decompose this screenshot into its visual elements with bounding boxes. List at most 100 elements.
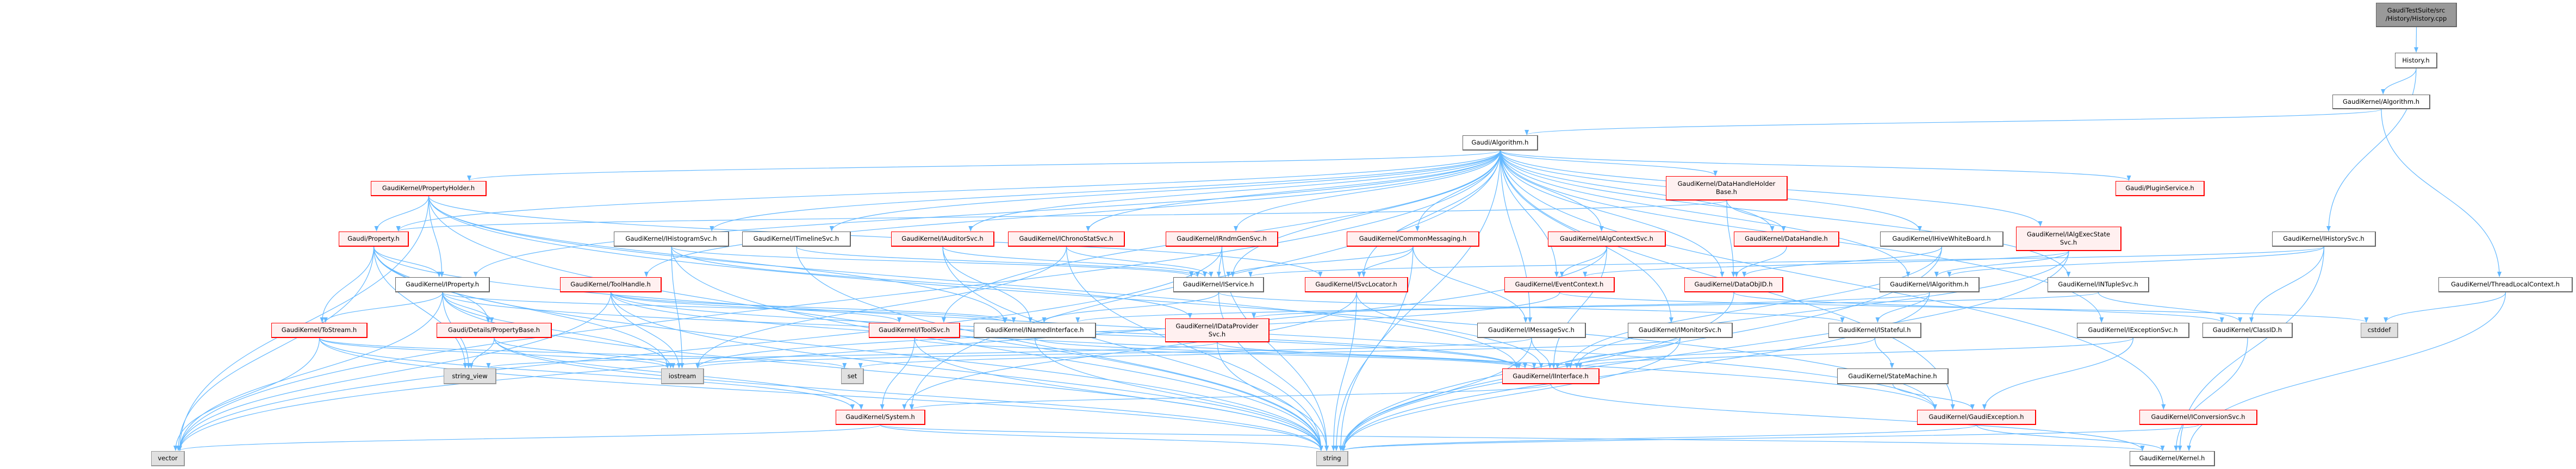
graph-node-iauditorsvc[interactable]: GaudiKernel/IAuditorSvc.h bbox=[891, 232, 994, 247]
edge-g_algorithm-to-ihistogramsvc bbox=[710, 150, 1501, 232]
edge-gaudiexception-to-string bbox=[1341, 424, 1977, 451]
edge-g_algorithm-to-pluginservice bbox=[1499, 150, 2131, 181]
edge-eventcontext-to-cstddef bbox=[1559, 292, 2368, 323]
edge-iexceptionsvc-to-gaudiexception bbox=[1982, 337, 2134, 410]
edge-ialgexecstatesvc-to-ialgorithm bbox=[1934, 251, 2069, 277]
edge-property-to-vector bbox=[176, 246, 375, 451]
edge-propertyholder-to-iinterface bbox=[428, 196, 1519, 368]
edge-g_algorithm-to-ichronostatsvc bbox=[1086, 150, 1501, 232]
edge-iauditorsvc-to-iservice bbox=[942, 246, 1207, 277]
graph-node-idataprovidersvc[interactable]: GaudiKernel/IDataProvider Svc.h bbox=[1165, 318, 1270, 342]
graph-node-g-algorithm[interactable]: Gaudi/Algorithm.h bbox=[1463, 135, 1538, 151]
edge-dataobjid-to-classid bbox=[1733, 292, 2224, 323]
edge-property-to-iproperty bbox=[373, 246, 441, 277]
graph-node-imonitorsvc[interactable]: GaudiKernel/IMonitorSvc.h bbox=[1628, 323, 1733, 338]
edge-datahandle-to-dataobjid bbox=[1734, 246, 1787, 277]
graph-node-ialgorithm[interactable]: GaudiKernel/IAlgorithm.h bbox=[1880, 277, 1980, 292]
graph-node-irndmgensvc[interactable]: GaudiKernel/IRndmGenSvc.h bbox=[1166, 232, 1278, 247]
graph-node-gaudiexception[interactable]: GaudiKernel/GaudiException.h bbox=[1917, 410, 2036, 425]
edge-classid-to-kernel bbox=[2174, 337, 2248, 451]
edge-system-to-string bbox=[880, 424, 1323, 451]
edge-ialgorithm-to-istateful bbox=[1875, 292, 1930, 323]
edge-g_algorithm-to-dataobjid bbox=[1499, 150, 1725, 277]
edge-ihistogramsvc-to-string bbox=[671, 246, 1323, 451]
graph-node-istateful[interactable]: GaudiKernel/IStateful.h bbox=[1828, 323, 1921, 338]
edge-propertybase-to-string_view bbox=[469, 337, 495, 368]
edge-g_algorithm-to-isvclocator bbox=[1361, 150, 1501, 277]
edge-iproperty-to-iostream bbox=[442, 292, 673, 368]
graph-node-gk-algorithm[interactable]: GaudiKernel/Algorithm.h bbox=[2332, 95, 2430, 109]
graph-node-kernel[interactable]: GaudiKernel/Kernel.h bbox=[2130, 451, 2215, 466]
graph-node-imessagesvc[interactable]: GaudiKernel/IMessageSvc.h bbox=[1477, 323, 1586, 338]
edge-propertybase-to-iostream bbox=[494, 337, 676, 368]
edge-commonmessaging-to-string bbox=[1334, 246, 1414, 451]
graph-node-commonmessaging[interactable]: GaudiKernel/CommonMessaging.h bbox=[1347, 232, 1479, 247]
edge-propertyholder-to-inamedinterface bbox=[428, 196, 1007, 323]
edge-ihistogramsvc-to-iservice bbox=[671, 246, 1193, 277]
edge-iproperty-to-inamedinterface bbox=[442, 292, 1007, 323]
graph-node-cstddef: cstddef bbox=[2361, 323, 2398, 338]
graph-node-root[interactable]: GaudiTestSuite/src /History/History.cpp bbox=[2376, 3, 2457, 27]
graph-node-ihistorysvc[interactable]: GaudiKernel/IHistorySvc.h bbox=[2272, 232, 2376, 247]
graph-node-classid[interactable]: GaudiKernel/ClassID.h bbox=[2202, 323, 2293, 338]
edge-propertybase-to-string bbox=[494, 337, 1323, 451]
graph-node-intuplesvc[interactable]: GaudiKernel/INTupleSvc.h bbox=[2048, 277, 2149, 292]
graph-node-history-h[interactable]: History.h bbox=[2395, 53, 2437, 68]
edge-g_algorithm-to-iconversionsvc bbox=[1499, 150, 2166, 410]
graph-node-itoolsvc[interactable]: GaudiKernel/IToolSvc.h bbox=[869, 323, 960, 338]
edge-g_algorithm-to-itimelinesvc bbox=[829, 150, 1501, 232]
edge-tostream-to-iostream bbox=[319, 337, 670, 368]
edge-ihivewhiteboard-to-iinterface bbox=[1568, 246, 1943, 368]
edge-g_algorithm-to-property bbox=[396, 150, 1501, 232]
edge-statemachine-to-gaudiexception bbox=[1892, 384, 1975, 410]
edge-g_algorithm-to-propertyholder bbox=[467, 150, 1501, 181]
edge-idataprovidersvc-to-string bbox=[1217, 342, 1329, 451]
edge-system-to-kernel bbox=[880, 424, 2144, 451]
graph-node-iexceptionsvc[interactable]: GaudiKernel/IExceptionSvc.h bbox=[2077, 323, 2189, 338]
graph-node-ialgcontextsvc[interactable]: GaudiKernel/IAlgContextSvc.h bbox=[1548, 232, 1666, 247]
edge-imonitorsvc-to-string bbox=[1341, 337, 1681, 451]
graph-node-dhhb[interactable]: GaudiKernel/DataHandleHolder Base.h bbox=[1666, 176, 1788, 201]
graph-node-system[interactable]: GaudiKernel/System.h bbox=[836, 410, 925, 425]
edge-isvclocator-to-string bbox=[1331, 292, 1357, 451]
graph-node-inamedinterface[interactable]: GaudiKernel/INamedInterface.h bbox=[974, 323, 1096, 338]
edge-dhhb-to-property bbox=[396, 200, 1727, 232]
edge-commonmessaging-to-imessagesvc bbox=[1413, 246, 1528, 323]
edge-propertyholder-to-isvclocator bbox=[428, 196, 1323, 277]
edge-irndmgensvc-to-vector bbox=[177, 246, 1223, 451]
edge-system-to-vector bbox=[178, 424, 881, 451]
edge-g_algorithm-to-ialgorithm bbox=[1499, 150, 1911, 277]
graph-node-ihivewhiteboard[interactable]: GaudiKernel/IHiveWhiteBoard.h bbox=[1880, 232, 2003, 247]
graph-node-ihistogramsvc[interactable]: GaudiKernel/IHistogramSvc.h bbox=[614, 232, 729, 247]
graph-node-property[interactable]: Gaudi/Property.h bbox=[339, 232, 409, 247]
graph-node-toolhandle[interactable]: GaudiKernel/ToolHandle.h bbox=[560, 277, 662, 292]
graph-node-ichronostatsvc[interactable]: GaudiKernel/IChronoStatSvc.h bbox=[1008, 232, 1125, 247]
graph-node-propertybase[interactable]: Gaudi/Details/PropertyBase.h bbox=[437, 323, 552, 338]
graph-node-tostream[interactable]: GaudiKernel/ToStream.h bbox=[271, 323, 368, 338]
graph-node-eventcontext[interactable]: GaudiKernel/EventContext.h bbox=[1504, 277, 1615, 292]
edge-history_h-to-ihistorysvc bbox=[2326, 68, 2417, 232]
edge-propertyholder-to-property bbox=[374, 196, 430, 232]
graph-node-iconversionsvc[interactable]: GaudiKernel/IConversionSvc.h bbox=[2139, 410, 2257, 425]
graph-node-iinterface[interactable]: GaudiKernel/IInterface.h bbox=[1502, 368, 1600, 384]
graph-node-itimelinesvc[interactable]: GaudiKernel/ITimelineSvc.h bbox=[742, 232, 851, 247]
graph-node-statemachine[interactable]: GaudiKernel/StateMachine.h bbox=[1837, 368, 1949, 384]
graph-node-threadlocalcontext[interactable]: GaudiKernel/ThreadLocalContext.h bbox=[2438, 277, 2573, 292]
edge-tostream-to-system bbox=[319, 337, 855, 410]
graph-node-pluginservice[interactable]: Gaudi/PluginService.h bbox=[2115, 181, 2205, 196]
graph-node-datahandle[interactable]: GaudiKernel/DataHandle.h bbox=[1734, 232, 1839, 247]
graph-node-propertyholder[interactable]: GaudiKernel/PropertyHolder.h bbox=[371, 181, 487, 196]
graph-node-iproperty[interactable]: GaudiKernel/IProperty.h bbox=[395, 277, 490, 292]
edge-threadlocalcontext-to-cstddef bbox=[2384, 292, 2506, 323]
edge-history_h-to-gk_algorithm bbox=[2381, 68, 2417, 95]
edge-g_algorithm-to-string bbox=[1338, 150, 1501, 451]
graph-node-ialgexecstatesvc[interactable]: GaudiKernel/IAlgExecState Svc.h bbox=[2016, 227, 2121, 251]
graph-node-isvclocator[interactable]: GaudiKernel/ISvcLocator.h bbox=[1305, 277, 1408, 292]
graph-node-dataobjid[interactable]: GaudiKernel/DataObjID.h bbox=[1684, 277, 1783, 292]
edge-istateful-to-iinterface bbox=[1565, 337, 1876, 368]
graph-node-iservice[interactable]: GaudiKernel/IService.h bbox=[1173, 277, 1264, 292]
edge-dhhb-to-dataobjid bbox=[1726, 200, 1736, 277]
edge-iinterface-to-system bbox=[910, 384, 1552, 410]
